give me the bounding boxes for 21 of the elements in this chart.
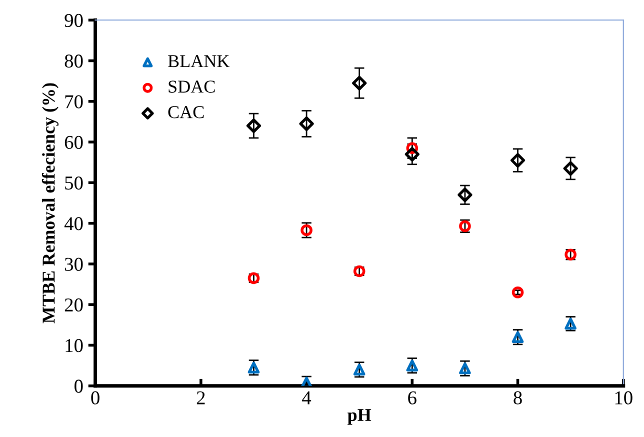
y-tick-label: 0 xyxy=(74,380,83,393)
legend-label: BLANK xyxy=(168,55,230,68)
x-tick-label: 4 xyxy=(302,391,312,404)
x-tick-label: 2 xyxy=(196,391,205,404)
y-tick-label: 60 xyxy=(64,136,83,149)
y-tick-label: 90 xyxy=(64,14,83,28)
legend-label: SDAC xyxy=(168,80,215,93)
x-tick-label: 10 xyxy=(615,391,632,404)
legend-label: CAC xyxy=(168,106,204,118)
x-tick-label: 6 xyxy=(408,391,416,404)
x-tick-label: 0 xyxy=(91,391,100,404)
x-axis-title: pH xyxy=(348,409,372,425)
x-tick-label: 8 xyxy=(514,391,522,404)
y-tick-label: 10 xyxy=(66,339,83,352)
y-tick-label: 50 xyxy=(65,176,83,190)
y-tick-label: 40 xyxy=(64,217,83,230)
y-tick-label: 70 xyxy=(65,95,83,108)
y-tick-label: 80 xyxy=(64,54,83,68)
y-axis-title: MTBE Removal effeciency (%) xyxy=(42,83,59,324)
y-tick-label: 20 xyxy=(64,298,83,312)
y-tick-label: 30 xyxy=(64,258,83,271)
